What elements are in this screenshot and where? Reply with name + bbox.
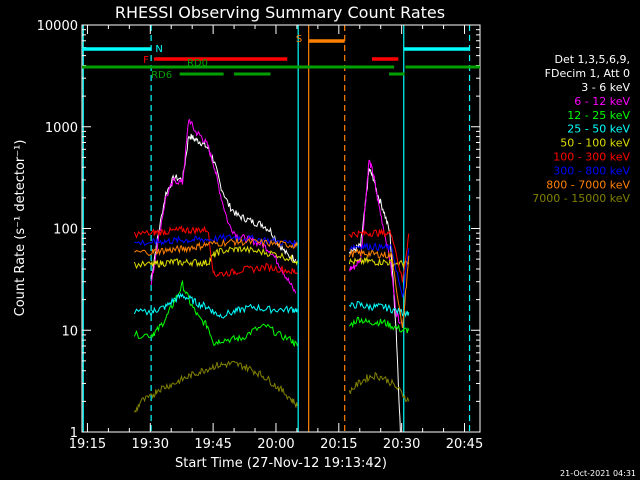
flag-label-f: F bbox=[143, 55, 149, 66]
x-tick-label-1: 19:30 bbox=[132, 437, 169, 452]
series-25-50-kev-seg-0 bbox=[133, 292, 298, 319]
footer-timestamp: 21-Oct-2021 04:31 bbox=[560, 469, 636, 478]
series-100-300-kev-seg-1 bbox=[348, 228, 410, 283]
legend-entry-0: 3 - 6 keV bbox=[581, 81, 630, 94]
legend-header-1: Det 1,3,5,6,9, bbox=[554, 53, 630, 66]
y-tick-label-4: 10000 bbox=[37, 19, 78, 34]
plot-content bbox=[82, 25, 471, 433]
legend-entry-1: 6 - 12 keV bbox=[574, 95, 630, 108]
series-3-6-kev-seg-0 bbox=[150, 133, 297, 279]
flag-label-s: S bbox=[296, 34, 302, 45]
y-tick-label-0: 1 bbox=[70, 426, 78, 441]
y-axis-label: Count Rate (s⁻¹ detector⁻¹) bbox=[13, 140, 28, 317]
legend-entry-2: 12 - 25 keV bbox=[567, 109, 630, 122]
series-300-800-kev-seg-1 bbox=[349, 242, 410, 298]
x-tick-label-6: 20:45 bbox=[446, 437, 483, 452]
legend: Det 1,3,5,6,9, FDecim 1, Att 0 3 - 6 keV… bbox=[532, 53, 630, 205]
legend-entry-6: 300 - 800 keV bbox=[553, 164, 630, 177]
series-800-7000-kev-seg-0 bbox=[134, 237, 298, 257]
series-50-100-kev-seg-0 bbox=[133, 245, 298, 270]
flag-label-n: N bbox=[155, 44, 162, 55]
series-50-100-kev-seg-1 bbox=[348, 255, 410, 269]
series-7000-15000-kev-seg-1 bbox=[348, 371, 410, 402]
x-tick-label-0: 19:15 bbox=[69, 437, 106, 452]
series-12-25-kev-seg-0 bbox=[133, 279, 298, 348]
series-25-50-kev-seg-1 bbox=[348, 301, 410, 318]
y-tick-label-2: 100 bbox=[53, 223, 78, 238]
x-tick-label-4: 20:15 bbox=[320, 437, 357, 452]
x-tick-label-3: 20:00 bbox=[257, 437, 294, 452]
x-tick-label-2: 19:45 bbox=[194, 437, 231, 452]
flag-bars: NF S RD0 RD6 bbox=[82, 34, 480, 81]
x-tick-label-5: 20:30 bbox=[383, 437, 420, 452]
series-7000-15000-kev-seg-0 bbox=[133, 360, 298, 413]
series-100-300-kev-seg-0 bbox=[133, 225, 298, 278]
series-6-12-kev-seg-0 bbox=[150, 118, 297, 294]
legend-entry-8: 7000 - 15000 keV bbox=[532, 192, 630, 205]
series-3-6-kev-seg-1 bbox=[348, 168, 401, 433]
chart-title: RHESSI Observing Summary Count Rates bbox=[115, 3, 445, 22]
x-axis-label: Start Time (27-Nov-12 19:13:42) bbox=[175, 456, 387, 471]
legend-entry-3: 25 - 50 keV bbox=[567, 123, 630, 136]
axes: 19:15 19:30 19:45 20:00 20:15 20:30 20:45 1 10 10… bbox=[37, 19, 484, 452]
y-tick-label-1: 10 bbox=[61, 324, 78, 339]
legend-entry-4: 50 - 100 keV bbox=[560, 137, 630, 150]
flag-label-rd0: RD0 bbox=[187, 58, 208, 69]
legend-header-2: FDecim 1, Att 0 bbox=[545, 67, 630, 80]
series-12-25-kev-seg-1 bbox=[348, 316, 410, 334]
series-800-7000-kev-seg-1 bbox=[348, 248, 410, 329]
flag-label-rd6: RD6 bbox=[151, 70, 172, 81]
y-tick-label-3: 1000 bbox=[45, 121, 78, 136]
series-6-12-kev-seg-1 bbox=[348, 159, 401, 324]
legend-entry-5: 100 - 300 keV bbox=[553, 151, 630, 164]
legend-entry-7: 800 - 7000 keV bbox=[546, 178, 630, 191]
